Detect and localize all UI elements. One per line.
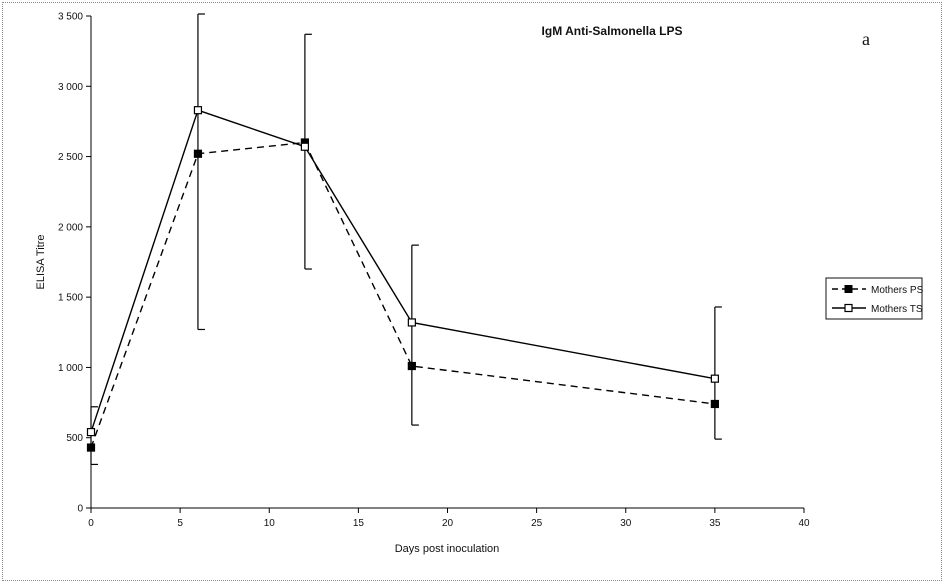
legend-label-ts: Mothers TS <box>871 304 923 315</box>
series-line-mothers-ps <box>90 141 715 448</box>
series-markers <box>86 106 719 452</box>
series-lines <box>90 109 716 448</box>
data-point-mothers-ps <box>86 443 96 452</box>
x-tick-label: 10 <box>264 518 276 529</box>
y-tick-label: 3 500 <box>58 12 83 23</box>
x-tick-label: 25 <box>531 518 543 529</box>
legend: Mothers PS Mothers TS <box>825 277 924 320</box>
y-tick-label: 500 <box>66 433 83 444</box>
series-line-mothers-ts <box>90 109 716 433</box>
legend-label-ps: Mothers PS <box>871 285 924 296</box>
data-point-mothers-ts <box>300 142 309 151</box>
y-tick-label: 1 500 <box>58 293 83 304</box>
legend-marker-ts <box>844 303 853 313</box>
x-tick-label: 0 <box>88 518 94 529</box>
panel-label: a <box>862 29 870 49</box>
x-tick-label: 20 <box>442 518 454 529</box>
data-point-mothers-ts <box>407 318 416 327</box>
x-tick-label: 30 <box>620 518 632 529</box>
data-point-mothers-ts <box>86 427 96 437</box>
chart-title: IgM Anti-Salmonella LPS <box>542 24 683 38</box>
x-tick-label: 40 <box>798 518 810 529</box>
y-tick-label: 2 000 <box>58 222 83 233</box>
axes: 0 500 1 000 1 500 2 000 2 500 3 000 3 500 0 5 10 15… <box>58 12 810 530</box>
y-tick-label: 2 500 <box>58 152 83 163</box>
data-point-mothers-ps <box>407 361 416 371</box>
y-axis-title: ELISA Titre <box>35 234 47 289</box>
data-point-mothers-ps <box>193 149 203 158</box>
error-bars <box>90 13 722 466</box>
x-tick-label: 15 <box>353 518 365 529</box>
y-tick-label: 1 000 <box>58 363 83 374</box>
legend-marker-ps <box>844 285 853 293</box>
data-point-mothers-ts <box>193 106 203 115</box>
x-tick-label: 35 <box>709 518 721 529</box>
data-point-mothers-ts <box>710 374 719 383</box>
x-axis-title: Days post inoculation <box>395 543 500 555</box>
y-tick-label: 0 <box>77 504 83 515</box>
x-tick-label: 5 <box>177 518 183 529</box>
data-point-mothers-ps <box>710 399 719 409</box>
y-tick-label: 3 000 <box>58 82 83 93</box>
legend-box <box>825 277 923 320</box>
